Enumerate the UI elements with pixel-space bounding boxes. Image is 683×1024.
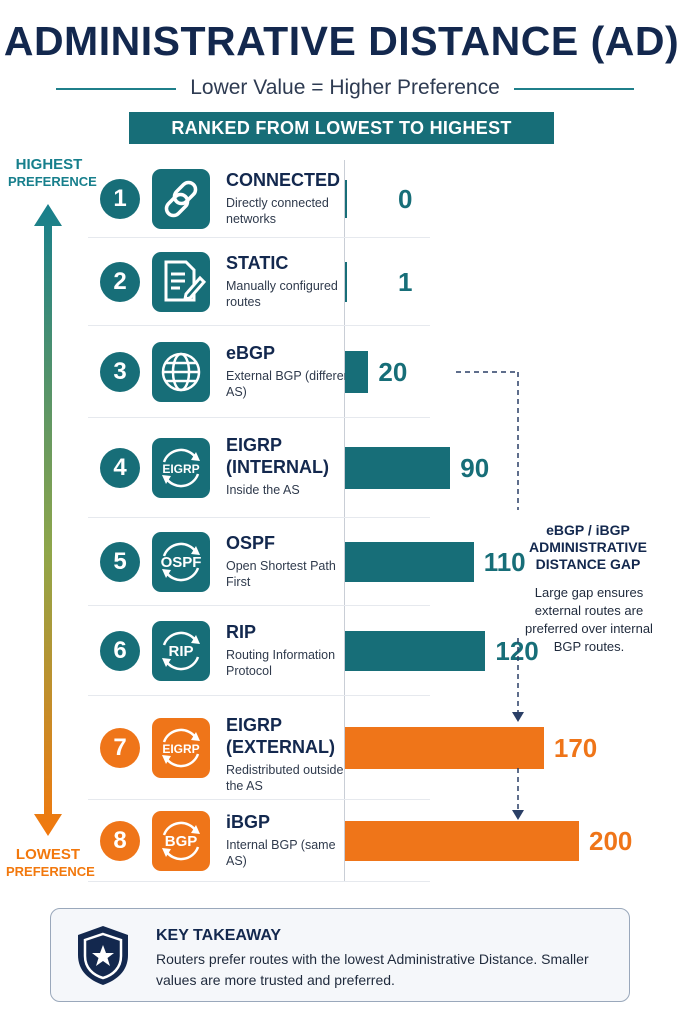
ad-bar <box>345 351 369 393</box>
rank-badge: 8 <box>100 821 140 861</box>
shield-star-icon <box>78 926 128 985</box>
lowest-preference-label: LOWEST PREFERENCE <box>6 846 95 879</box>
route-description: Redistributed outside the AS <box>226 763 344 793</box>
route-name-qualifier: (INTERNAL) <box>226 457 329 477</box>
eigrp-cycle-icon: EIGRP <box>152 718 210 778</box>
ad-value-label: 90 <box>460 453 490 483</box>
ad-value-label: 0 <box>398 184 413 214</box>
ad-value-label: 110 <box>483 547 526 577</box>
route-description: Open Shortest Path First <box>226 559 336 589</box>
ad-bar <box>345 262 347 302</box>
route-name: iBGP <box>226 812 271 832</box>
rank-badge: 4 <box>100 448 140 488</box>
ad-bar <box>345 821 579 861</box>
icon-label: OSPF <box>161 554 202 571</box>
route-row-2: 2 STATIC Manually configured routes <box>88 238 430 326</box>
rank-badge: 1 <box>100 179 140 219</box>
rank-badge: 3 <box>100 352 140 392</box>
route-row-6: 6 RIP RIP Routing Information Protocol <box>88 606 430 696</box>
icon-label: RIP <box>168 643 193 660</box>
route-name-qualifier: (EXTERNAL) <box>226 737 335 757</box>
subtitle-block: Lower Value = Higher Preference <box>56 74 634 102</box>
subtitle: Lower Value = Higher Preference <box>190 76 500 99</box>
rip-cycle-icon: RIP <box>152 621 210 681</box>
route-row-8: 8 BGP iBGP Internal BGP (same AS) <box>88 800 430 882</box>
bgp-cycle-icon: BGP <box>152 811 210 871</box>
ad-bar <box>345 447 451 489</box>
eigrp-cycle-icon: EIGRP <box>152 438 210 498</box>
route-description: Directly connected networks <box>226 196 329 226</box>
route-name: EIGRP <box>226 715 283 735</box>
ad-bar <box>345 631 486 671</box>
rank-badge: 7 <box>100 728 140 768</box>
route-name: eBGP <box>226 343 276 363</box>
takeaway-title: KEY TAKEAWAY <box>156 927 282 944</box>
document-edit-icon <box>152 252 210 312</box>
route-name: STATIC <box>226 253 289 273</box>
gap-note-title: eBGP / iBGP ADMINISTRATIVE DISTANCE GAP <box>529 522 647 572</box>
bar-axis <box>344 160 345 882</box>
ad-bar <box>345 542 474 582</box>
icon-label: BGP <box>165 833 198 850</box>
subtitle-rule-right <box>514 88 634 90</box>
ranked-banner: RANKED FROM LOWEST TO HIGHEST <box>129 112 554 144</box>
page-title: ADMINISTRATIVE DISTANCE (AD) <box>3 18 680 64</box>
icon-label: EIGRP <box>162 462 199 476</box>
rank-badge: 2 <box>100 262 140 302</box>
route-name: CONNECTED <box>226 170 341 190</box>
ad-bar <box>345 727 544 769</box>
ad-value-label: 200 <box>589 826 633 856</box>
ad-value-label: 20 <box>378 357 408 387</box>
ad-bar <box>345 180 347 218</box>
route-description: Inside the AS <box>226 483 300 497</box>
globe-icon <box>152 342 210 402</box>
route-row-4: 4 EIGRP EIGRP (INTERNAL) Inside the AS <box>88 418 430 518</box>
ospf-cycle-icon: OSPF <box>152 532 210 592</box>
route-name: RIP <box>226 622 257 642</box>
route-row-1: 1 CONNECTED Directly connected networks <box>88 160 430 238</box>
route-row-5: 5 OSPF OSPF Open Shortest Path First <box>88 518 430 606</box>
route-description: Internal BGP (same AS) <box>226 838 336 868</box>
subtitle-rule-left <box>56 88 176 90</box>
route-row-3: 3 eBGP External BGP (different AS) <box>88 326 430 418</box>
preference-arrow-icon <box>34 204 62 836</box>
ad-value-label: 1 <box>398 267 413 297</box>
gap-note-text: Large gap ensures external routes are pr… <box>525 585 653 654</box>
gap-bracket <box>456 371 524 820</box>
key-takeaway-box: KEY TAKEAWAY Routers prefer routes with … <box>50 908 630 1002</box>
route-row-7: 7 EIGRP EIGRP (EXTERNAL) Redistributed outsi… <box>88 696 430 800</box>
ad-value-label: 120 <box>495 636 539 666</box>
icon-label: EIGRP <box>162 742 199 756</box>
route-name: OSPF <box>226 533 276 553</box>
takeaway-text: Routers prefer routes with the lowest Ad… <box>156 951 589 988</box>
route-description: Routing Information Protocol <box>226 648 336 678</box>
route-description: External BGP (different AS) <box>226 369 355 399</box>
highest-preference-label: HIGHEST PREFERENCE <box>8 156 97 189</box>
rank-badge: 5 <box>100 542 140 582</box>
rank-badge: 6 <box>100 631 140 671</box>
ad-value-label: 170 <box>553 733 598 763</box>
route-description: Manually configured routes <box>226 279 338 309</box>
link-icon <box>152 169 210 229</box>
route-name: EIGRP <box>226 435 283 455</box>
